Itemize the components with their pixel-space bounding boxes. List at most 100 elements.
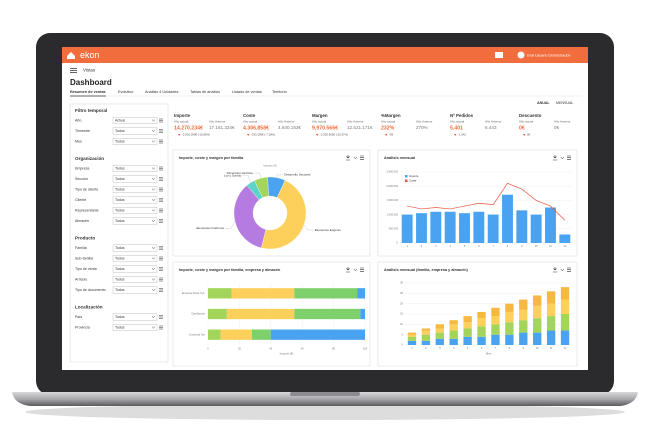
delta-arrow — [247, 134, 250, 136]
filter-select[interactable] — [112, 324, 158, 331]
list-icon[interactable] — [159, 177, 163, 181]
menu-caret[interactable] — [560, 268, 565, 272]
menu-caret[interactable] — [560, 156, 565, 160]
tab[interactable]: Resumen de ventas — [70, 90, 106, 94]
filter-value: Todos — [115, 166, 125, 170]
y-tick-label: 0 — [402, 343, 404, 347]
download-icon[interactable] — [346, 267, 350, 273]
list-icon[interactable] — [159, 219, 163, 223]
list-icon[interactable] — [159, 129, 163, 133]
list-icon[interactable] — [159, 118, 163, 123]
bar — [444, 211, 456, 243]
list-icon[interactable] — [567, 267, 571, 272]
user-name[interactable]: Eval Usuario Demostración — [527, 53, 571, 57]
list-icon[interactable] — [159, 187, 163, 192]
filter-value: Todos — [115, 139, 125, 143]
menu-caret[interactable] — [353, 268, 358, 272]
filter-select[interactable] — [112, 276, 158, 283]
menu-caret[interactable] — [353, 156, 358, 160]
bar-segment — [519, 320, 528, 333]
bar-segment — [449, 330, 458, 339]
filter-select[interactable] — [112, 286, 158, 294]
y-tick-label: 2.000.000 — [386, 184, 398, 188]
download-icon[interactable] — [553, 267, 557, 273]
filter-select[interactable] — [112, 127, 158, 135]
leader-line — [253, 172, 261, 179]
x-tick-label: 80 — [332, 347, 335, 351]
select-caret — [151, 315, 156, 319]
filter-select[interactable] — [112, 165, 158, 172]
list-icon[interactable] — [159, 246, 163, 250]
tab[interactable]: Evolutivo — [118, 90, 133, 94]
bar — [502, 194, 513, 243]
bar-segment — [463, 328, 472, 337]
bar-segment — [505, 303, 514, 312]
bar-segment — [270, 329, 365, 340]
filter-value: Todos — [115, 129, 125, 133]
views-menu[interactable]: Vistas — [83, 68, 96, 73]
kpi-previous: 12.521.171€ — [347, 125, 373, 130]
list-icon[interactable] — [159, 325, 163, 330]
filter-select[interactable] — [112, 186, 158, 193]
list-icon[interactable] — [159, 139, 163, 144]
tab[interactable]: Tablas de análisis — [190, 90, 220, 94]
bar-segment — [560, 314, 570, 331]
select-caret — [151, 209, 156, 212]
list-icon[interactable] — [159, 256, 163, 261]
bar-segment — [435, 338, 444, 345]
x-tick-label: 1 — [406, 244, 408, 248]
filter-select[interactable] — [112, 313, 158, 321]
filter-select[interactable] — [112, 255, 158, 262]
y-tick-label: Distribución — [191, 312, 205, 316]
bar-segment — [463, 336, 472, 345]
x-tick-label: 8 — [507, 244, 509, 248]
filter-select[interactable] — [112, 207, 158, 214]
x-tick-label: 5 — [467, 346, 469, 350]
list-icon[interactable] — [159, 198, 163, 202]
y-tick-label: 500.000 — [389, 226, 399, 230]
filter-select[interactable] — [112, 244, 158, 252]
donut-slice — [261, 180, 307, 250]
period-toggle[interactable]: MENSUAL — [556, 101, 573, 105]
bar-segment — [449, 320, 458, 325]
bar-segment — [449, 338, 458, 345]
tab[interactable]: Listado de ventas — [232, 90, 262, 94]
bar-segment — [421, 328, 431, 331]
kpi-previous: 6.443 — [485, 125, 497, 130]
tab[interactable]: Análisis 4 Unidades — [145, 90, 178, 94]
list-icon[interactable] — [159, 288, 163, 292]
filter-select[interactable] — [112, 265, 158, 273]
list-icon[interactable] — [159, 315, 163, 319]
user-icon[interactable] — [517, 51, 525, 59]
bar-segment — [519, 309, 528, 321]
filter-select[interactable] — [112, 196, 158, 204]
leader-line — [225, 221, 236, 229]
list-icon[interactable] — [159, 267, 163, 271]
list-icon[interactable] — [159, 277, 163, 282]
list-icon[interactable] — [159, 166, 163, 171]
kpi-delta: -2.550.605€ (-20,37%) — [320, 133, 348, 137]
list-icon[interactable] — [360, 155, 364, 160]
filter-select[interactable] — [112, 217, 158, 225]
menu-icon[interactable] — [70, 68, 77, 73]
filter-value: Todos — [115, 208, 125, 212]
filter-select[interactable] — [112, 117, 158, 124]
home-icon[interactable] — [67, 52, 75, 59]
filter-select[interactable] — [112, 138, 158, 145]
bar-segment — [491, 307, 500, 317]
bar-segment — [477, 318, 486, 327]
download-icon[interactable] — [346, 155, 350, 161]
list-icon[interactable] — [159, 208, 163, 213]
bar-segment — [477, 311, 486, 319]
filter-select[interactable] — [112, 175, 158, 183]
list-icon[interactable] — [567, 155, 571, 160]
filter-label: Artículo — [75, 277, 87, 281]
filter-value: Todos — [115, 198, 125, 202]
filter-section-title: Organización — [75, 156, 104, 161]
mail-icon[interactable] — [495, 52, 503, 58]
period-toggle[interactable]: ANUAL — [537, 101, 550, 105]
list-icon[interactable] — [360, 267, 364, 272]
download-icon[interactable] — [553, 155, 557, 161]
tab[interactable]: Territorio — [272, 90, 287, 94]
delta-arrow — [178, 134, 181, 136]
